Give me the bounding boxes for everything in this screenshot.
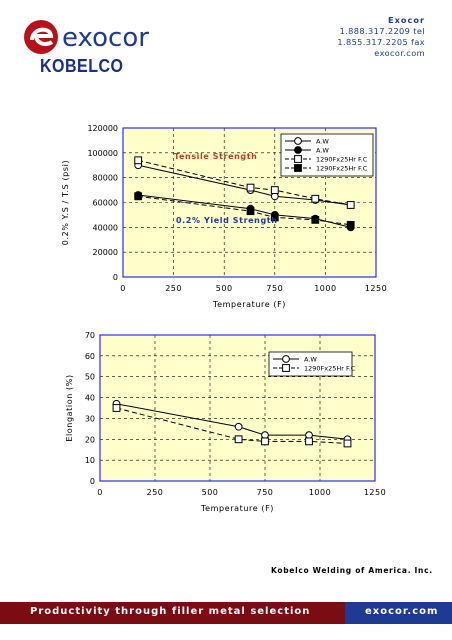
series-3 <box>134 192 355 229</box>
data-point <box>346 201 355 209</box>
contact-web[interactable]: exocor.com <box>374 48 425 58</box>
x-tick-label: 750 <box>266 284 283 293</box>
legend-marker <box>294 164 302 172</box>
footer-bar: Productivity through filler metal select… <box>0 602 452 624</box>
contact-block: Exocor 1.888.317.2209 tel 1.855.317.2205… <box>337 15 425 59</box>
y-tick-label: 80000 <box>93 174 118 183</box>
x-tick-label: 750 <box>257 488 274 497</box>
data-point <box>261 437 269 446</box>
contact-tel: 1.888.317.2209 tel <box>339 26 425 36</box>
data-point <box>346 220 355 229</box>
contact-fax: 1.855.317.2205 fax <box>337 37 425 47</box>
data-point <box>246 207 255 216</box>
x-tick-label: 0 <box>97 488 103 497</box>
y-tick-label: 10 <box>85 456 95 465</box>
legend-box <box>268 351 353 377</box>
plot-border <box>99 334 376 482</box>
x-tick-label: 250 <box>165 284 182 293</box>
y-tick-label: 0 <box>113 273 118 282</box>
legend-marker <box>282 355 290 363</box>
y-axis-label: Elongation (%) <box>65 374 74 441</box>
data-point <box>234 435 243 444</box>
data-point <box>134 192 143 201</box>
kobelco-logo: KOBELCO <box>40 57 124 77</box>
data-point <box>305 437 313 446</box>
data-point <box>311 194 320 203</box>
legend-marker <box>282 364 290 372</box>
y-tick-label: 70 <box>85 331 95 340</box>
y-tick-label: 20000 <box>93 248 118 257</box>
y-tick-label: 60000 <box>93 199 118 208</box>
exocor-e-icon: exocor <box>24 20 149 54</box>
footer-site-box: exocor.com <box>345 602 452 624</box>
legend-label: 1290Fx25Hr F.C <box>304 365 356 373</box>
x-tick-label: 250 <box>147 488 164 497</box>
series-1 <box>112 404 352 448</box>
x-tick-label: 1250 <box>365 284 387 293</box>
y-tick-label: 60 <box>85 352 95 361</box>
data-point <box>343 439 352 448</box>
legend-label: A.W <box>316 138 329 146</box>
x-tick-label: 500 <box>216 284 233 293</box>
legend-marker <box>294 146 302 154</box>
plot-border <box>122 127 377 278</box>
x-tick-label: 500 <box>202 488 219 497</box>
exocor-logo: exocor <box>22 18 177 58</box>
x-tick-label: 1250 <box>364 488 386 497</box>
data-point <box>234 422 243 431</box>
y-tick-label: 20 <box>85 435 95 444</box>
legend-label: A.W <box>316 147 329 155</box>
strength-chart: 0 20000 40000 60000 80000 100000 120000 0 250 500… <box>61 124 387 309</box>
data-point <box>270 186 279 194</box>
y-tick-label: 30 <box>85 414 95 423</box>
y-tick-label: 50 <box>85 373 95 382</box>
x-tick-label: 1000 <box>309 488 331 497</box>
brand-name: exocor <box>62 23 149 53</box>
data-point <box>134 156 143 165</box>
legend-label: 1290Fx25Hr F.C <box>316 156 368 164</box>
footer-site-link[interactable]: exocor.com <box>365 606 439 617</box>
elongation-chart: 0 10 20 30 40 50 60 70 0 250 500 750 1000 1250 Tempera… <box>65 331 386 513</box>
y-tick-label: 40 <box>85 394 95 403</box>
x-axis-label: Temperature (F) <box>200 504 274 513</box>
legend-marker <box>294 155 302 163</box>
y-tick-label: 100000 <box>87 149 118 158</box>
contact-company: Exocor <box>387 15 425 25</box>
footer-company: Kobelco Welding of America. Inc. <box>271 566 433 575</box>
data-point <box>270 213 279 222</box>
chart-annotation: 0.2% Yield Strength <box>176 216 278 225</box>
data-point <box>246 183 255 192</box>
y-tick-label: 0 <box>90 477 95 486</box>
y-tick-label: 120000 <box>87 124 118 133</box>
x-tick-label: 0 <box>120 284 126 293</box>
y-tick-label: 40000 <box>93 223 118 232</box>
x-axis-label: Temperature (F) <box>212 300 286 309</box>
series-2 <box>134 156 355 209</box>
footer-tagline: Productivity through filler metal select… <box>30 606 311 617</box>
data-point <box>311 215 320 224</box>
data-point <box>112 404 121 412</box>
x-tick-label: 1000 <box>314 284 336 293</box>
legend-label: 1290Fx25Hr F.C <box>316 165 368 173</box>
legend-label: A.W <box>304 356 317 364</box>
y-axis-label: 0.2% Y.S / T.S (psi) <box>61 160 70 245</box>
legend-marker <box>294 137 302 145</box>
chart-annotation: Tensile Strength <box>174 152 257 161</box>
